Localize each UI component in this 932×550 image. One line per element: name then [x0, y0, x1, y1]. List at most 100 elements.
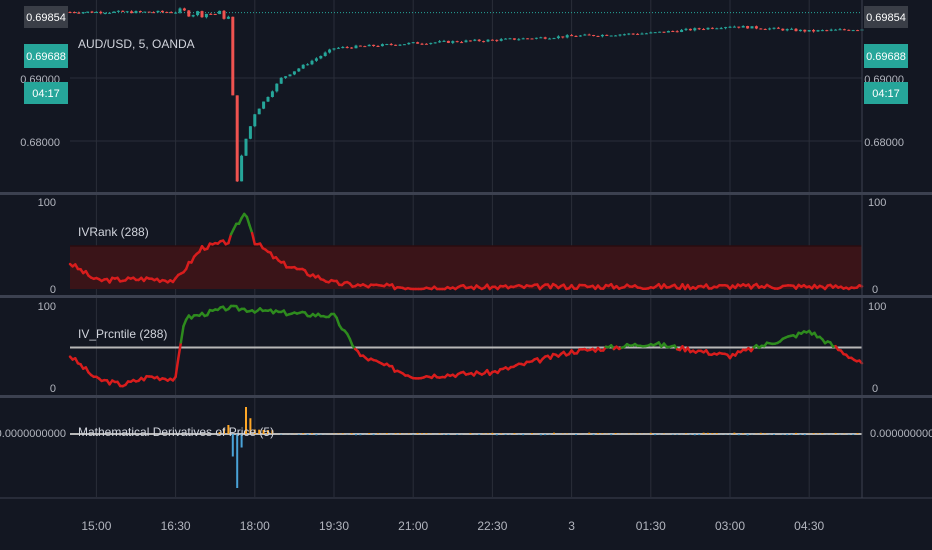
countdown-badge	[24, 82, 68, 104]
candle-body	[662, 31, 666, 33]
candle-body	[702, 29, 706, 31]
candle-body	[438, 41, 442, 43]
candle-body	[187, 10, 191, 17]
pane-separator	[0, 395, 932, 398]
candle-body	[134, 11, 138, 14]
candle-body	[213, 13, 217, 15]
ivpct-tick-label-right: 100	[868, 301, 886, 313]
candle-body	[600, 34, 604, 37]
candle-body	[605, 34, 609, 36]
candle-body	[724, 27, 728, 29]
candle-body	[671, 31, 675, 33]
candle-body	[284, 76, 288, 78]
ivpct-title: IV_Prcntile (288)	[78, 327, 167, 341]
candle-body	[482, 41, 486, 43]
ivrank-low-zone	[70, 246, 862, 289]
last-price-badge-right	[864, 44, 908, 68]
candle-body	[204, 13, 208, 18]
candle-body	[130, 11, 134, 14]
candle-body	[231, 16, 235, 96]
candle-body	[504, 38, 508, 40]
oscillator-segment	[335, 316, 341, 327]
candle-body	[658, 31, 662, 33]
candle-body	[776, 27, 780, 29]
candle-body	[411, 42, 415, 44]
candle-body	[292, 71, 296, 75]
oscillator-segment	[227, 233, 233, 245]
candle-body	[108, 12, 112, 14]
time-tick-label: 03:00	[715, 519, 745, 533]
candle-body	[138, 11, 142, 13]
last-price-badge	[24, 44, 68, 68]
series-layer	[68, 7, 864, 488]
candle-body	[517, 39, 521, 41]
candle-body	[759, 28, 763, 30]
candle-body	[842, 29, 846, 31]
candle-body	[446, 40, 450, 43]
time-tick-label: 01:30	[636, 519, 666, 533]
candle-body	[147, 11, 151, 13]
candle-body	[512, 38, 516, 40]
candle-body	[86, 11, 90, 13]
candle-body	[235, 95, 239, 182]
candle-body	[81, 12, 85, 14]
candle-body	[732, 26, 736, 28]
candle-body	[534, 37, 538, 39]
ivrank-tick-label-right: 0	[872, 284, 878, 296]
candle-body	[688, 28, 692, 31]
candle-body	[196, 11, 200, 16]
candle-body	[715, 28, 719, 30]
time-tick-label: 15:00	[81, 519, 111, 533]
candle-body	[750, 26, 754, 29]
pane-separators[interactable]	[0, 0, 932, 499]
oscillator-segment	[176, 341, 183, 361]
last-price-label: 0.69688	[26, 51, 66, 63]
time-tick-label: 16:30	[161, 519, 191, 533]
candle-body	[851, 30, 855, 32]
last-price-label-right: 0.69688	[866, 51, 906, 63]
candle-body	[794, 28, 798, 32]
candle-body	[398, 44, 402, 46]
ivpct-tick-label: 0	[50, 383, 56, 395]
candle-body	[288, 74, 292, 77]
ivrank-tick-label-right: 100	[868, 197, 886, 209]
candle-body	[521, 38, 525, 40]
candle-body	[631, 33, 635, 35]
candle-body	[530, 38, 534, 40]
time-tick-label: 18:00	[240, 519, 270, 533]
candle-body	[464, 40, 468, 43]
candle-body	[279, 77, 283, 84]
pane-separator	[0, 192, 932, 195]
candle-body	[336, 47, 340, 49]
candle-body	[596, 35, 600, 37]
oscillator-segment	[174, 357, 180, 379]
high-price-label-right: 0.69854	[866, 12, 906, 24]
candle-body	[636, 33, 640, 35]
candle-body	[772, 27, 776, 29]
candle-body	[222, 10, 226, 19]
candle-body	[812, 30, 816, 32]
candle-body	[72, 12, 76, 14]
candle-body	[473, 39, 477, 41]
time-axis[interactable]: 15:00 16:30 18:00 19:30 21:00 22:30 3 01:30 03:0…	[81, 519, 824, 533]
candle-body	[442, 40, 446, 42]
candle-body	[253, 114, 257, 127]
candle-body	[152, 12, 156, 14]
candle-body	[578, 35, 582, 37]
ivrank-title: IVRank (288)	[78, 225, 149, 239]
deriv-tick-label-right: 0.0000000000	[870, 428, 932, 440]
candle-body	[798, 29, 802, 32]
high-price-label: 0.69854	[26, 12, 66, 24]
candle-body	[182, 8, 186, 11]
candle-body	[420, 43, 424, 45]
candle-body	[741, 26, 745, 28]
candle-body	[200, 11, 204, 18]
candle-body	[829, 29, 833, 31]
candle-body	[94, 11, 98, 13]
candle-body	[380, 44, 384, 47]
candle-body	[328, 49, 332, 53]
candle-body	[614, 35, 618, 37]
ivrank-tick-label: 0	[50, 284, 56, 296]
candle-body	[240, 155, 244, 182]
